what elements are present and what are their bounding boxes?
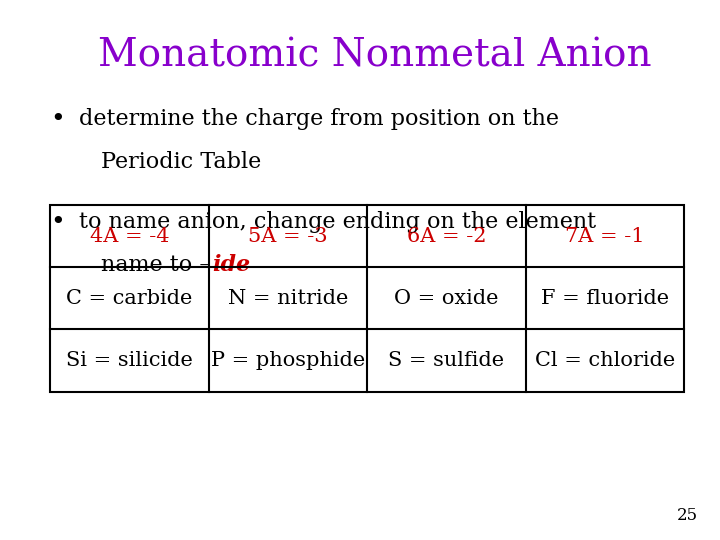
Text: 5A = -3: 5A = -3 xyxy=(248,227,328,246)
Text: •: • xyxy=(50,211,65,234)
Text: Si = silicide: Si = silicide xyxy=(66,351,193,370)
Bar xyxy=(50,205,684,392)
Text: O = oxide: O = oxide xyxy=(394,289,499,308)
Text: name to –: name to – xyxy=(101,254,210,276)
Text: to name anion, change ending on the element: to name anion, change ending on the elem… xyxy=(79,211,596,233)
Text: C = carbide: C = carbide xyxy=(66,289,193,308)
Text: •: • xyxy=(50,108,65,131)
Text: ide: ide xyxy=(212,254,251,276)
Text: 4A = -4: 4A = -4 xyxy=(90,227,169,246)
Text: Monatomic Nonmetal Anion: Monatomic Nonmetal Anion xyxy=(98,38,651,75)
Text: 6A = -2: 6A = -2 xyxy=(407,227,486,246)
Text: S = sulfide: S = sulfide xyxy=(388,351,505,370)
Text: determine the charge from position on the: determine the charge from position on th… xyxy=(79,108,559,130)
Text: N = nitride: N = nitride xyxy=(228,289,348,308)
Text: 7A = -1: 7A = -1 xyxy=(565,227,644,246)
Text: Periodic Table: Periodic Table xyxy=(101,151,261,173)
Text: P = phosphide: P = phosphide xyxy=(211,351,365,370)
Text: F = fluoride: F = fluoride xyxy=(541,289,669,308)
Text: Cl = chloride: Cl = chloride xyxy=(535,351,675,370)
Text: 25: 25 xyxy=(678,507,698,524)
